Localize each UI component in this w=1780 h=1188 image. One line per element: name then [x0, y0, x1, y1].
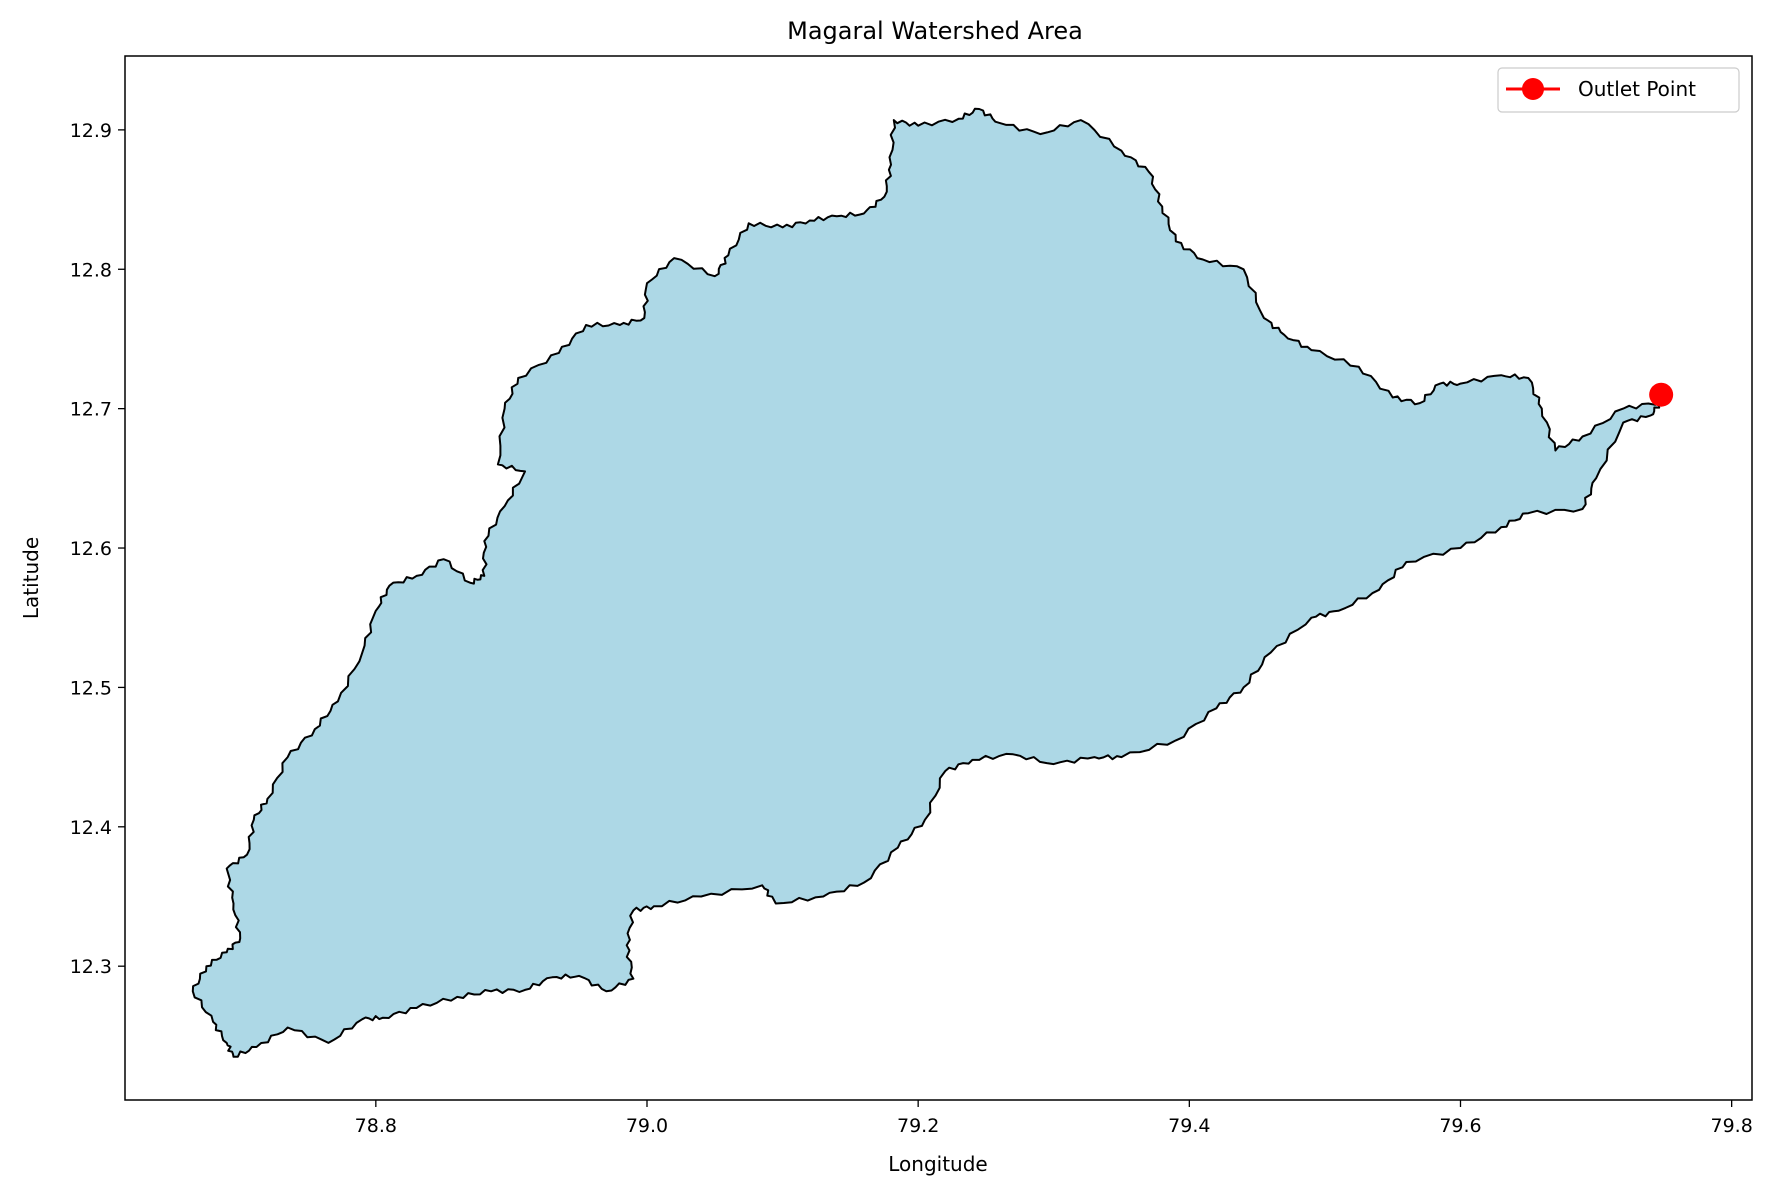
legend-label-outlet-point: Outlet Point: [1578, 77, 1696, 101]
y-tick-label: 12.6: [70, 538, 112, 560]
watershed-polygon: [191, 107, 1663, 1058]
legend-marker-swatch: [1522, 78, 1544, 100]
x-tick-label: 78.8: [355, 1115, 397, 1137]
x-tick-label: 79.0: [626, 1115, 668, 1137]
y-tick-label: 12.5: [70, 677, 112, 699]
x-tick-label: 79.4: [1168, 1115, 1210, 1137]
y-axis-label: Latitude: [19, 537, 43, 619]
x-tick-label: 79.2: [897, 1115, 939, 1137]
outlet-marker: [1649, 382, 1674, 407]
legend-box: [1497, 67, 1740, 113]
y-tick-label: 12.8: [70, 259, 112, 281]
outlet-point: [1649, 382, 1674, 407]
y-axis: 12.3 12.4 12.5 12.6 12.7 12.8 12.9: [70, 120, 125, 978]
x-axis-label: Longitude: [888, 1152, 987, 1176]
plot-area: [124, 55, 1753, 1101]
chart-title: Magaral Watershed Area: [787, 17, 1083, 45]
y-tick-label: 12.7: [70, 399, 112, 421]
x-axis: 78.8 79.0 79.2 79.4 79.6 79.8: [355, 1100, 1753, 1137]
plot-frame: [124, 55, 1753, 1101]
legend: Outlet Point: [1497, 67, 1740, 113]
y-tick-label: 12.9: [70, 120, 112, 142]
y-tick-label: 12.3: [70, 956, 112, 978]
x-tick-label: 79.8: [1711, 1115, 1753, 1137]
y-tick-label: 12.4: [70, 817, 112, 839]
x-tick-label: 79.6: [1439, 1115, 1481, 1137]
